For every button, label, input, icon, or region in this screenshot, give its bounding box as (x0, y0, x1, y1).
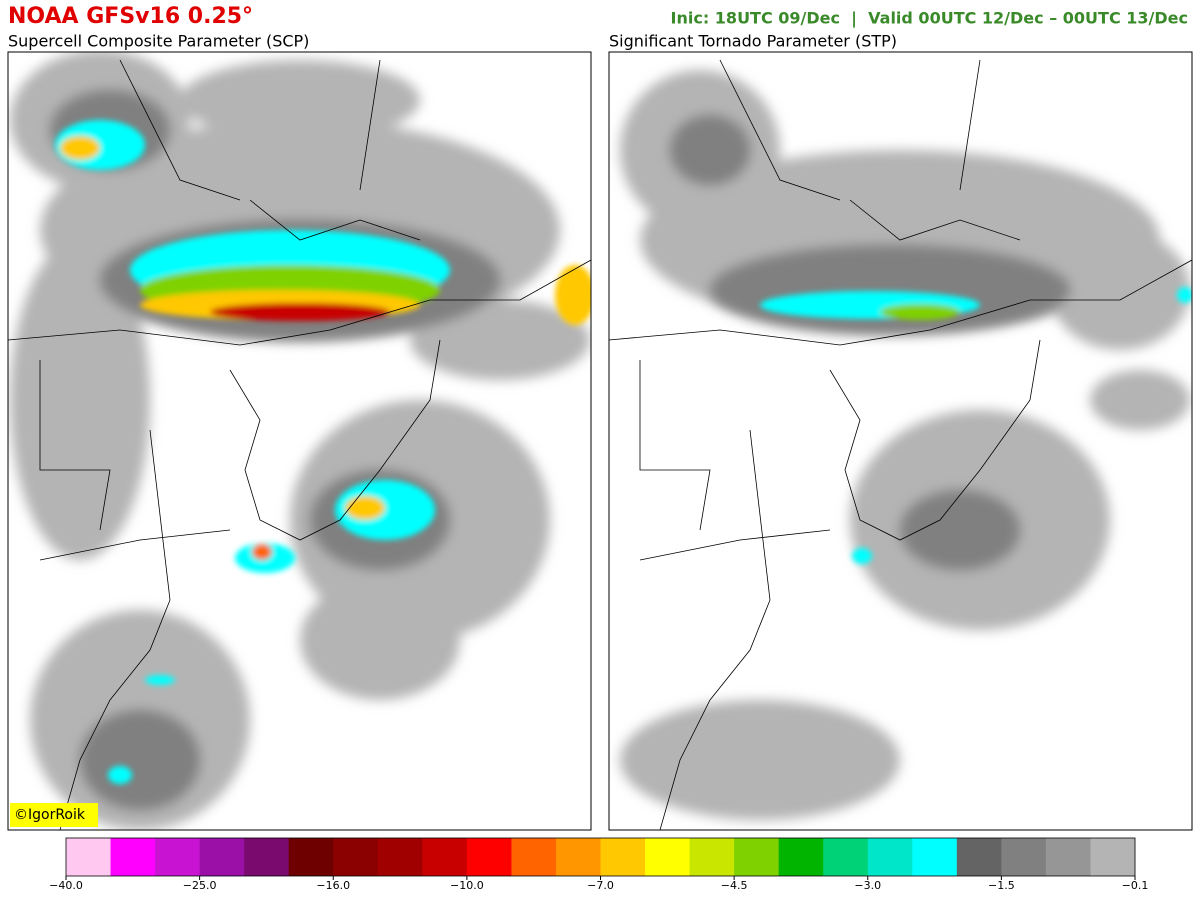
colorbar-swatch (244, 838, 290, 876)
colorbar-swatch (155, 838, 201, 876)
colorbar-tick-label: −4.5 (721, 879, 748, 892)
colorbar-swatch (110, 838, 156, 876)
colorbar-swatch (555, 838, 601, 876)
panel-frame (608, 51, 1193, 831)
colorbar-swatch (288, 838, 334, 876)
colorbar-swatch (1090, 838, 1136, 876)
colorbar-tick-label: −7.0 (587, 879, 614, 892)
colorbar: −40.0 −25.0 −16.0 −10.0 −7.0 −4.5 −3.0 −1.5 −0.1 (49, 837, 1149, 892)
colorbar-swatch (333, 838, 379, 876)
panel-frame (7, 51, 592, 831)
colorbar-swatch (66, 838, 112, 876)
colorbar-swatch (199, 838, 245, 876)
colorbar-swatch (1045, 838, 1091, 876)
colorbar-swatch (912, 838, 958, 876)
credit-box (10, 803, 98, 827)
colorbar-swatch (511, 838, 557, 876)
colorbar-tick-label: −1.5 (988, 879, 1015, 892)
run-info: Inic: 18UTC 09/Dec | Valid 00UTC 12/Dec … (671, 9, 1188, 29)
colorbar-swatch (645, 838, 691, 876)
title: NOAA GFSv16 0.25° (8, 4, 253, 29)
colorbar-swatch (778, 838, 824, 876)
credit: ©IgorRoik (14, 807, 86, 823)
colorbar-swatch (422, 838, 468, 876)
colorbar-tick-label: −16.0 (316, 879, 350, 892)
colorbar-swatch (600, 838, 646, 876)
panel-title: Significant Tornado Parameter (STP) (609, 32, 897, 51)
colorbar-tick-label: −40.0 (49, 879, 83, 892)
colorbar-swatch (689, 838, 735, 876)
colorbar-swatch (734, 838, 780, 876)
colorbar-swatch (466, 838, 512, 876)
map-stp (609, 59, 1192, 830)
colorbar-tick-label: −0.1 (1122, 879, 1149, 892)
colorbar-tick-label: −10.0 (450, 879, 484, 892)
map-scp (8, 52, 591, 830)
colorbar-tick-label: −3.0 (854, 879, 881, 892)
colorbar-tick-label: −25.0 (183, 879, 217, 892)
colorbar-swatch (956, 838, 1002, 876)
colorbar-swatch (1001, 838, 1047, 876)
colorbar-swatch (823, 838, 869, 876)
panel-title: Supercell Composite Parameter (SCP) (8, 32, 309, 51)
colorbar-swatch (867, 838, 913, 876)
colorbar-swatch (377, 838, 423, 876)
